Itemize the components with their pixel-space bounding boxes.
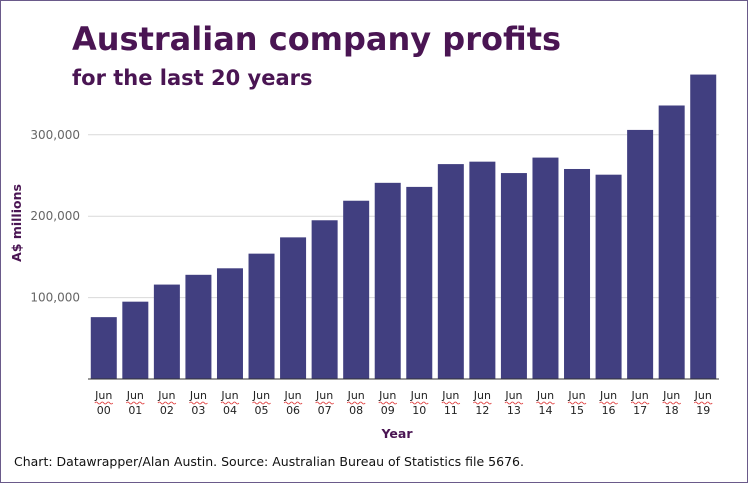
bar — [185, 274, 212, 379]
bar — [658, 105, 685, 379]
x-tick-label: Jun 07 — [315, 389, 333, 417]
x-tick-label: Jun 13 — [504, 389, 522, 417]
x-tick-label: Jun 18 — [662, 389, 680, 417]
spellcheck-underline — [599, 401, 618, 405]
y-axis-title: A$ millions — [9, 184, 24, 262]
bar — [216, 268, 243, 379]
spellcheck-underline — [346, 401, 366, 405]
x-tick-label: Jun 01 — [126, 389, 144, 417]
x-tick-label: Jun 08 — [347, 389, 365, 417]
spellcheck-underline — [567, 401, 587, 405]
x-tick-label: Jun 04 — [220, 389, 238, 417]
gridlines — [88, 134, 719, 299]
x-tick-label: Jun 16 — [599, 389, 617, 417]
bar — [595, 174, 622, 379]
x-tick-label: Jun 06 — [283, 389, 301, 417]
x-axis-title: Year — [381, 426, 414, 441]
chart-title: Australian company profits — [72, 20, 562, 58]
bar — [343, 200, 370, 379]
spellcheck-underline — [473, 401, 492, 405]
bar — [469, 161, 496, 379]
spellcheck-underline — [252, 401, 271, 405]
spellcheck-underline — [220, 401, 240, 405]
bar — [532, 157, 559, 379]
chart-subtitle: for the last 20 years — [72, 66, 313, 90]
bar — [90, 317, 117, 379]
spellcheck-underline — [504, 401, 524, 405]
x-tick-label: Jun 03 — [189, 389, 207, 417]
bar — [500, 173, 527, 379]
bar — [311, 220, 338, 379]
bar — [280, 237, 307, 379]
x-tick-label: Jun 00 — [94, 389, 112, 417]
bar — [374, 182, 401, 379]
x-tick-label: Jun 05 — [252, 389, 270, 417]
source-footer: Chart: Datawrapper/Alan Austin. Source: … — [14, 454, 524, 469]
x-axis-ticks: Jun 00 Jun 01 Jun 02 Jun 03 Jun 04 Jun 05 Jun 06 Jun 07… — [94, 389, 713, 417]
y-tick-label: 200,000 — [30, 209, 80, 223]
bar — [690, 74, 717, 380]
bar — [153, 284, 180, 379]
spellcheck-underline — [283, 401, 303, 405]
x-tick-label: Jun 15 — [567, 389, 585, 417]
x-tick-label: Jun 02 — [157, 389, 175, 417]
x-tick-label: Jun 14 — [536, 389, 554, 417]
y-axis-ticks: 100,000 200,000 300,000 — [30, 128, 80, 305]
spellcheck-underline — [94, 401, 114, 405]
bar — [564, 168, 591, 379]
bar — [406, 186, 433, 379]
spellcheck-underline — [126, 401, 145, 405]
spellcheck-underline — [378, 401, 398, 405]
spellcheck-underline — [441, 401, 461, 405]
spellcheck-underline — [693, 401, 713, 405]
x-tick-label: Jun 09 — [378, 389, 396, 417]
spellcheck-underline — [630, 401, 650, 405]
spellcheck-underline — [189, 401, 208, 405]
spellcheck-underline — [536, 401, 555, 405]
bar — [248, 253, 275, 379]
spellcheck-underline — [409, 401, 429, 405]
y-tick-label: 300,000 — [30, 128, 80, 142]
x-tick-label: Jun 11 — [441, 389, 459, 417]
x-tick-label: Jun 10 — [410, 389, 428, 417]
bar — [627, 129, 654, 379]
spellcheck-underline — [315, 401, 334, 405]
bar — [122, 301, 149, 379]
x-tick-label: Jun 12 — [473, 389, 491, 417]
spellcheck-underline — [662, 401, 681, 405]
bars — [90, 74, 717, 380]
spellcheck-underline — [157, 401, 177, 405]
bar — [437, 164, 464, 379]
x-tick-label: Jun 17 — [631, 389, 649, 417]
y-tick-label: 100,000 — [30, 291, 80, 305]
x-tick-label: Jun 19 — [694, 389, 712, 417]
